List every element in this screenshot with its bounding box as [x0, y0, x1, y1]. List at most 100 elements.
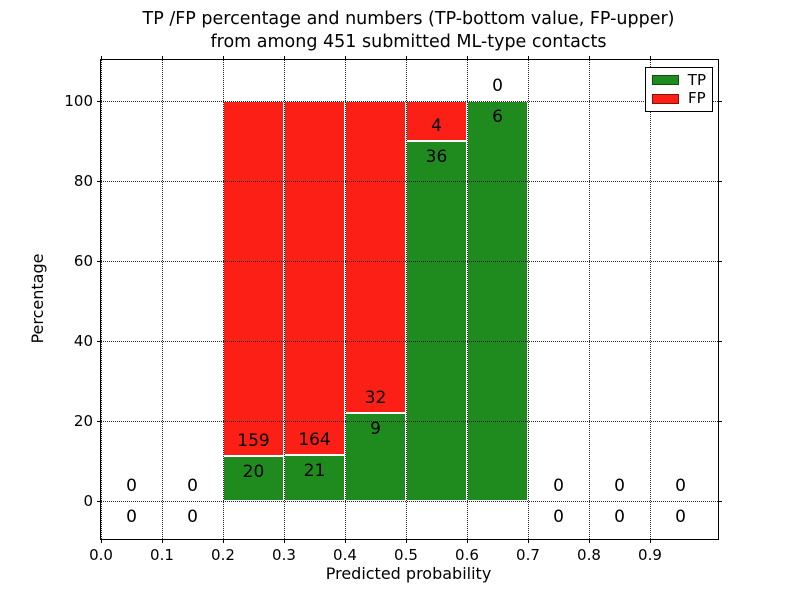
x-axis-label: Predicted probability — [325, 564, 492, 583]
x-tick-label: 0.8 — [577, 546, 601, 564]
y-tick-mark — [97, 500, 101, 502]
x-tick-mark-top — [101, 56, 102, 60]
y-tick-mark-right — [718, 500, 722, 502]
gridline-vertical — [588, 60, 590, 539]
x-tick-mark-top — [344, 56, 346, 60]
x-tick-label: 0.4 — [333, 546, 357, 564]
x-tick-mark-top — [405, 56, 407, 60]
y-tick-mark-right — [718, 100, 722, 102]
y-tick-mark-right — [718, 180, 722, 182]
y-tick-label: 20 — [73, 411, 93, 430]
legend-item-fp: FP — [652, 91, 706, 106]
y-tick-mark — [97, 260, 101, 262]
x-tick-mark-top — [222, 56, 224, 60]
x-tick-label: 0.2 — [211, 546, 235, 564]
tp-count-label: 6 — [492, 106, 503, 127]
bar-segment-fp — [222, 100, 284, 456]
gridline-horizontal — [101, 180, 718, 182]
gridline-vertical — [283, 60, 285, 539]
y-tick-mark — [97, 180, 101, 182]
fp-count-label: 0 — [675, 475, 686, 496]
fp-count-label: 32 — [364, 387, 387, 408]
y-tick-mark-right — [718, 420, 722, 422]
x-tick-label: 0.5 — [394, 546, 418, 564]
bar-segment-tp — [405, 140, 467, 501]
legend-item-tp: TP — [652, 70, 706, 89]
fp-count-label: 164 — [298, 430, 331, 451]
fp-count-label: 0 — [492, 75, 503, 96]
y-tick-label: 100 — [64, 91, 93, 110]
fp-count-label: 159 — [237, 430, 270, 451]
tp-count-label: 9 — [370, 418, 381, 439]
x-tick-mark — [101, 539, 102, 543]
legend: TP FP — [645, 67, 713, 112]
tp-count-label: 20 — [242, 461, 265, 482]
tp-count-label: 0 — [187, 506, 198, 527]
x-tick-mark — [466, 539, 468, 543]
tp-count-label: 21 — [303, 461, 326, 482]
x-tick-mark — [405, 539, 407, 543]
x-tick-mark — [283, 539, 285, 543]
plot-area: 0.0 0.1 0.2 0.3 0.4 0.5 0.6 0.7 0.8 0.9 0 20 40 60 80 1… — [64, 56, 722, 564]
y-tick-label: 0 — [83, 491, 93, 510]
x-tick-label: 0.6 — [455, 546, 479, 564]
gridline-vertical — [101, 60, 102, 539]
bar-segment-fp — [405, 100, 467, 141]
x-tick-mark-top — [588, 56, 590, 60]
legend-label-tp: TP — [687, 70, 706, 89]
x-tick-mark-top — [466, 56, 468, 60]
gridline-vertical — [222, 60, 224, 539]
y-tick-mark-right — [718, 340, 722, 342]
legend-label-fp: FP — [688, 89, 706, 108]
fp-count-label: 4 — [431, 115, 442, 136]
gridline-vertical — [344, 60, 346, 539]
fp-count-label: 0 — [187, 475, 198, 496]
tp-count-label: 0 — [126, 506, 137, 527]
y-axis-label: Percentage — [28, 253, 47, 344]
x-tick-mark — [161, 539, 163, 543]
gridline-vertical — [649, 60, 651, 539]
x-tick-label: 0.3 — [272, 546, 296, 564]
x-tick-mark — [344, 539, 346, 543]
tp-count-label: 36 — [425, 146, 448, 167]
gridline-vertical — [161, 60, 163, 539]
fp-count-label: 0 — [614, 475, 625, 496]
x-tick-mark — [222, 539, 224, 543]
gridline-vertical — [527, 60, 529, 539]
x-tick-label: 0.7 — [516, 546, 540, 564]
tp-color-swatch — [652, 75, 679, 86]
bar-segment-fp — [344, 100, 406, 413]
bar-segment-tp — [222, 455, 284, 501]
x-tick-mark-top — [649, 56, 651, 60]
chart-title: TP /FP percentage and numbers (TP-bottom… — [142, 9, 675, 52]
tp-count-label: 0 — [553, 506, 564, 527]
y-tick-label: 40 — [73, 331, 93, 350]
bar-segment-fp — [283, 100, 345, 456]
bar-segment-tp — [466, 100, 528, 501]
gridline-horizontal — [101, 260, 718, 262]
y-tick-label: 80 — [73, 171, 93, 190]
gridline-vertical — [466, 60, 468, 539]
x-tick-mark-top — [283, 56, 285, 60]
y-tick-mark — [97, 420, 101, 422]
gridline-horizontal — [101, 340, 718, 342]
x-tick-mark-top — [527, 56, 529, 60]
tp-count-label: 0 — [614, 506, 625, 527]
bar-segment-tp — [283, 455, 345, 501]
x-tick-label: 0.9 — [638, 546, 662, 564]
y-tick-mark — [97, 100, 101, 102]
gridline-horizontal — [101, 420, 718, 422]
fp-count-label: 0 — [553, 475, 564, 496]
y-tick-label: 60 — [73, 251, 93, 270]
x-tick-mark — [649, 539, 651, 543]
gridline-vertical — [405, 60, 407, 539]
gridline-horizontal — [101, 100, 718, 102]
fp-color-swatch — [652, 93, 679, 104]
x-tick-mark — [527, 539, 529, 543]
fp-count-label: 0 — [126, 475, 137, 496]
x-tick-label: 0.1 — [150, 546, 174, 564]
x-tick-label: 0.0 — [89, 546, 113, 564]
x-tick-mark-top — [161, 56, 163, 60]
x-tick-mark — [588, 539, 590, 543]
